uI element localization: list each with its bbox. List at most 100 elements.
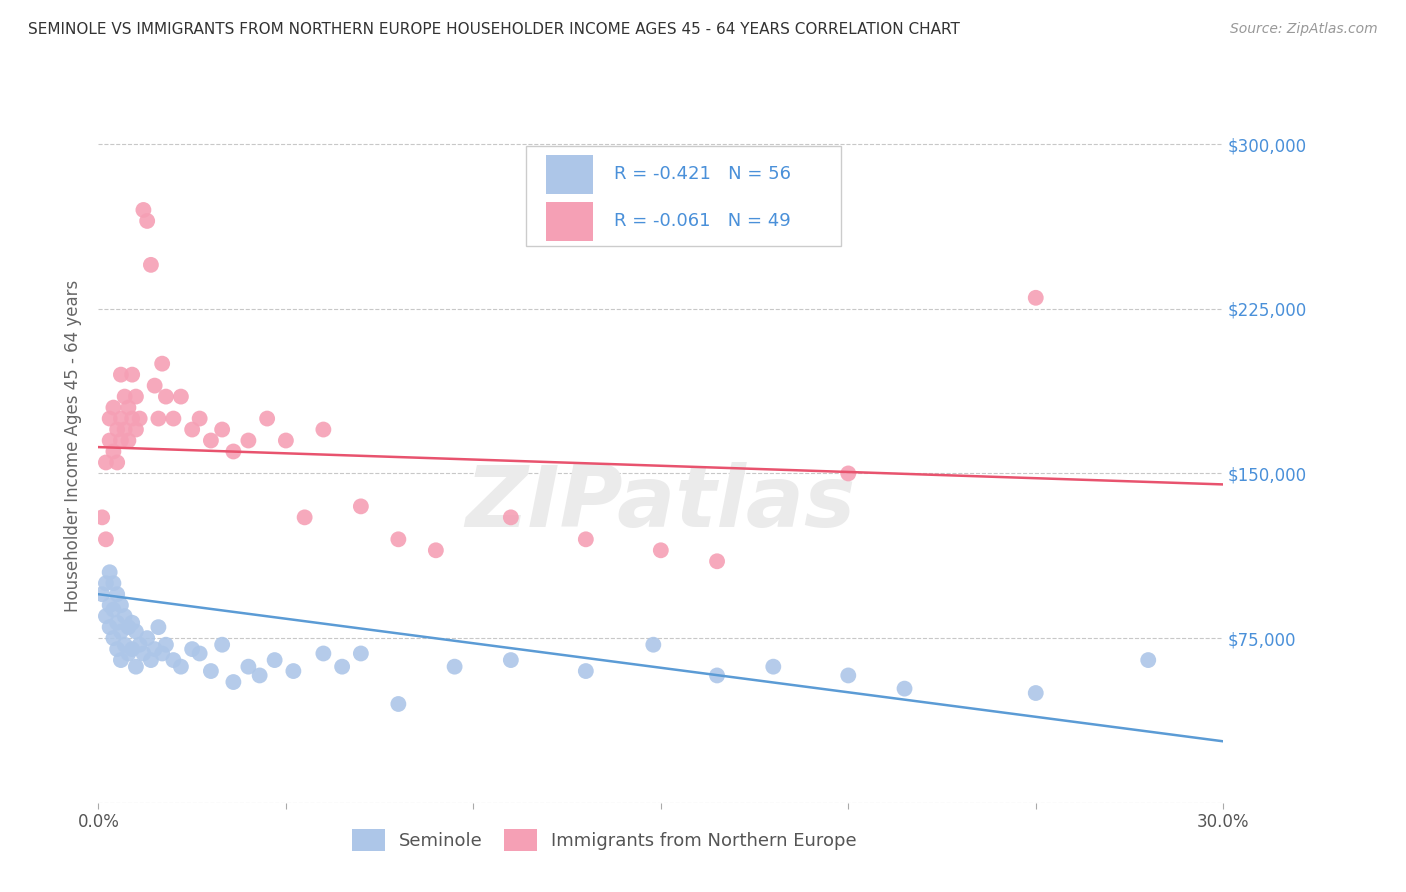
Point: [256, 411, 278, 425]
Point: [91, 587, 114, 601]
Point: [103, 444, 125, 458]
Text: R = -0.061   N = 49: R = -0.061 N = 49: [613, 212, 790, 230]
Point: [181, 423, 204, 437]
Legend: Seminole, Immigrants from Northern Europe: Seminole, Immigrants from Northern Europ…: [344, 822, 865, 858]
Point: [706, 668, 728, 682]
Point: [110, 624, 132, 639]
Point: [98, 598, 121, 612]
FancyBboxPatch shape: [526, 146, 841, 246]
Point: [136, 631, 159, 645]
Point: [132, 202, 155, 217]
Point: [387, 533, 409, 547]
Point: [110, 653, 132, 667]
Point: [114, 638, 136, 652]
Point: [150, 357, 173, 371]
Point: [188, 647, 211, 661]
Text: Source: ZipAtlas.com: Source: ZipAtlas.com: [1230, 22, 1378, 37]
Point: [443, 659, 465, 673]
Point: [294, 510, 316, 524]
Point: [121, 615, 143, 630]
Point: [114, 423, 136, 437]
Point: [105, 642, 128, 657]
Text: SEMINOLE VS IMMIGRANTS FROM NORTHERN EUROPE HOUSEHOLDER INCOME AGES 45 - 64 YEAR: SEMINOLE VS IMMIGRANTS FROM NORTHERN EUR…: [28, 22, 960, 37]
Point: [110, 434, 132, 448]
Point: [148, 620, 170, 634]
Point: [103, 401, 125, 415]
Point: [105, 423, 128, 437]
Point: [110, 598, 132, 612]
Point: [121, 642, 143, 657]
Point: [762, 659, 785, 673]
Point: [1137, 653, 1160, 667]
Point: [98, 566, 121, 580]
Point: [1025, 291, 1047, 305]
Point: [143, 642, 166, 657]
FancyBboxPatch shape: [546, 202, 593, 241]
Point: [155, 638, 177, 652]
Point: [128, 411, 150, 425]
Point: [170, 390, 193, 404]
Point: [110, 368, 132, 382]
Point: [575, 664, 598, 678]
Point: [121, 368, 143, 382]
Point: [114, 390, 136, 404]
Point: [117, 401, 139, 415]
Point: [499, 653, 522, 667]
Point: [249, 668, 271, 682]
Point: [94, 533, 117, 547]
Point: [200, 664, 222, 678]
Point: [155, 390, 177, 404]
Point: [188, 411, 211, 425]
Point: [499, 510, 522, 524]
Point: [200, 434, 222, 448]
Point: [103, 602, 125, 616]
Point: [650, 543, 672, 558]
Point: [312, 423, 335, 437]
Point: [98, 620, 121, 634]
Point: [98, 434, 121, 448]
Point: [837, 467, 859, 481]
Point: [128, 638, 150, 652]
Point: [350, 647, 373, 661]
Point: [222, 444, 245, 458]
Point: [181, 642, 204, 657]
Point: [94, 609, 117, 624]
Point: [114, 609, 136, 624]
Point: [139, 258, 162, 272]
Point: [103, 631, 125, 645]
FancyBboxPatch shape: [546, 154, 593, 194]
Point: [330, 659, 353, 673]
Point: [837, 668, 859, 682]
Point: [150, 647, 173, 661]
Point: [121, 411, 143, 425]
Point: [94, 576, 117, 591]
Point: [110, 411, 132, 425]
Point: [117, 647, 139, 661]
Point: [136, 214, 159, 228]
Point: [117, 434, 139, 448]
Point: [425, 543, 447, 558]
Point: [1025, 686, 1047, 700]
Point: [105, 455, 128, 469]
Point: [91, 510, 114, 524]
Point: [706, 554, 728, 568]
Point: [103, 576, 125, 591]
Point: [263, 653, 285, 667]
Point: [575, 533, 598, 547]
Point: [222, 675, 245, 690]
Point: [211, 423, 233, 437]
Point: [162, 653, 184, 667]
Point: [125, 624, 148, 639]
Text: R = -0.421   N = 56: R = -0.421 N = 56: [613, 165, 790, 183]
Point: [211, 638, 233, 652]
Point: [238, 434, 260, 448]
Text: ZIPatlas: ZIPatlas: [465, 461, 856, 545]
Point: [125, 659, 148, 673]
Point: [643, 638, 665, 652]
Point: [238, 659, 260, 673]
Point: [139, 653, 162, 667]
Point: [117, 620, 139, 634]
Point: [125, 390, 148, 404]
Point: [94, 455, 117, 469]
Y-axis label: Householder Income Ages 45 - 64 years: Householder Income Ages 45 - 64 years: [65, 280, 83, 612]
